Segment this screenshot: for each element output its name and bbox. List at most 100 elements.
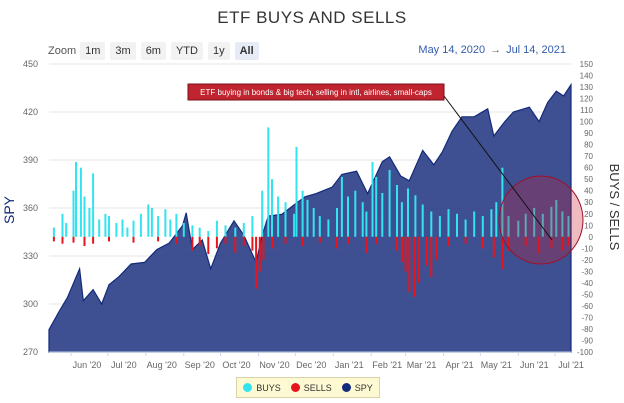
zoom-button-1m[interactable]: 1m bbox=[80, 42, 106, 60]
sell-bar bbox=[215, 236, 218, 249]
legend-buys-label: BUYS bbox=[256, 382, 281, 393]
right-tick-label: 80 bbox=[584, 141, 593, 150]
buy-bar bbox=[456, 213, 458, 237]
annotation-layer: ETF buying in bonds & big tech, selling … bbox=[187, 83, 584, 265]
x-tick-label: Feb '21 bbox=[372, 360, 402, 370]
buy-bar bbox=[361, 202, 364, 237]
buy-bar bbox=[150, 208, 153, 237]
right-tick-label: 0 bbox=[589, 233, 594, 242]
buy-bar bbox=[271, 179, 273, 237]
sell-bar bbox=[61, 236, 64, 244]
zoom-button-3m[interactable]: 3m bbox=[110, 42, 136, 60]
right-tick-label: 110 bbox=[580, 106, 593, 115]
buy-bar bbox=[215, 220, 218, 237]
left-tick-label: 330 bbox=[23, 251, 38, 261]
zoom-button-1y[interactable]: 1y bbox=[207, 42, 230, 60]
buy-bar bbox=[490, 209, 493, 237]
right-tick-label: 30 bbox=[584, 198, 593, 207]
sell-bar bbox=[400, 236, 403, 263]
left-tick-label: 360 bbox=[23, 203, 38, 213]
buy-bar bbox=[284, 202, 287, 237]
buy-bar bbox=[396, 185, 398, 237]
left-tick-label: 300 bbox=[23, 299, 38, 309]
zoom-label: Zoom bbox=[48, 45, 77, 57]
buy-bar bbox=[207, 231, 210, 237]
right-tick-label: 50 bbox=[584, 175, 593, 184]
buy-bar bbox=[561, 211, 564, 237]
sell-bar bbox=[425, 236, 428, 266]
buy-bar bbox=[555, 199, 558, 237]
buy-bar bbox=[164, 209, 167, 237]
annotation-arrow bbox=[437, 87, 553, 241]
buy-bar bbox=[139, 213, 142, 237]
buy-bar bbox=[541, 213, 544, 237]
legend-item-buys[interactable]: BUYS bbox=[243, 383, 281, 393]
x-tick-label: May '21 bbox=[481, 360, 512, 370]
buy-bar bbox=[191, 225, 194, 237]
right-tick-label: -50 bbox=[581, 290, 593, 299]
legend: BUYS SELLS SPY bbox=[236, 377, 380, 398]
right-tick-label: 100 bbox=[580, 118, 594, 127]
sell-bar bbox=[396, 236, 398, 251]
zoom-button-ytd[interactable]: YTD bbox=[170, 42, 203, 60]
buy-bar bbox=[132, 220, 135, 237]
sell-bar bbox=[284, 236, 287, 244]
legend-sells-label: SELLS bbox=[303, 382, 332, 393]
sell-bar bbox=[157, 236, 160, 242]
buy-bar bbox=[517, 220, 520, 237]
right-tick-label: 90 bbox=[584, 129, 593, 138]
sell-bar bbox=[318, 236, 321, 243]
buy-bar bbox=[481, 216, 484, 237]
legend-item-sells[interactable]: SELLS bbox=[290, 382, 332, 393]
buy-bar bbox=[267, 127, 270, 237]
sell-bar bbox=[538, 236, 541, 253]
buy-bar bbox=[421, 204, 424, 237]
buy-bar bbox=[182, 223, 185, 237]
buy-bar bbox=[550, 206, 553, 237]
buy-bar bbox=[104, 213, 107, 237]
sell-bar bbox=[464, 236, 467, 244]
buy-bar bbox=[234, 227, 237, 237]
sell-bar bbox=[255, 236, 258, 289]
legend-item-spy[interactable]: SPY bbox=[341, 382, 373, 393]
zoom-button-all[interactable]: All bbox=[234, 42, 259, 60]
sell-bar bbox=[447, 236, 450, 246]
range-from[interactable]: May 14, 2020 bbox=[418, 44, 486, 56]
sell-bar bbox=[481, 236, 484, 249]
bars-layer bbox=[52, 127, 570, 297]
buy-bar bbox=[88, 208, 91, 237]
buy-bar bbox=[464, 219, 467, 237]
buy-bar bbox=[169, 219, 172, 237]
buy-bar bbox=[524, 213, 527, 237]
sell-bar bbox=[83, 236, 86, 246]
sell-bar bbox=[262, 236, 265, 260]
buy-bar bbox=[407, 188, 409, 237]
zoom-button-6m[interactable]: 6m bbox=[140, 42, 166, 60]
range-to[interactable]: Jul 14, 2021 bbox=[506, 44, 566, 56]
right-tick-label: -40 bbox=[581, 279, 593, 288]
buy-bar bbox=[72, 190, 75, 237]
buy-bar bbox=[354, 190, 357, 237]
legend-buys-marker bbox=[243, 383, 253, 392]
buy-bar bbox=[79, 167, 82, 237]
left-tick-label: 390 bbox=[23, 155, 38, 165]
left-tick-label: 450 bbox=[23, 59, 38, 69]
spy-area-layer bbox=[48, 82, 572, 353]
sell-bar bbox=[72, 236, 75, 243]
legend-spy-label: SPY bbox=[354, 382, 373, 393]
buy-bar bbox=[312, 208, 315, 237]
x-tick-label: Jul '20 bbox=[111, 360, 137, 370]
buy-bar bbox=[224, 225, 227, 237]
right-tick-label: 70 bbox=[584, 152, 593, 161]
sell-bar bbox=[550, 236, 553, 249]
sell-bar bbox=[524, 236, 527, 246]
right-tick-label: -100 bbox=[577, 348, 594, 357]
sell-bar bbox=[561, 236, 564, 251]
left-tick-label: 420 bbox=[23, 107, 38, 117]
buy-bar bbox=[400, 202, 403, 237]
right-tick-label: -30 bbox=[581, 267, 593, 276]
sell-bar bbox=[234, 236, 237, 253]
buy-bar bbox=[365, 211, 368, 237]
spy-series-area bbox=[48, 82, 572, 353]
buy-bar bbox=[293, 213, 296, 237]
